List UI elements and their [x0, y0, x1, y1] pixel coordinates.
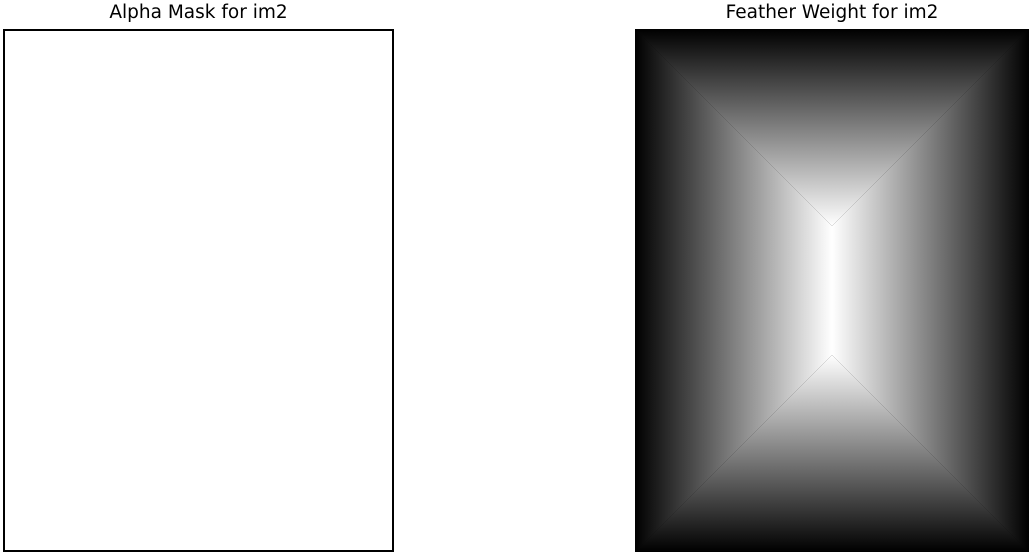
feather-top-region: [635, 29, 1029, 226]
alpha-mask-title: Alpha Mask for im2: [109, 2, 288, 23]
feather-weight-image: [635, 29, 1029, 552]
feather-weight-title: Feather Weight for im2: [725, 2, 939, 23]
alpha-mask-image: [3, 29, 394, 552]
feather-left-region: [635, 29, 832, 552]
feather-right-region: [832, 29, 1029, 552]
feather-bottom-region: [635, 355, 1029, 552]
